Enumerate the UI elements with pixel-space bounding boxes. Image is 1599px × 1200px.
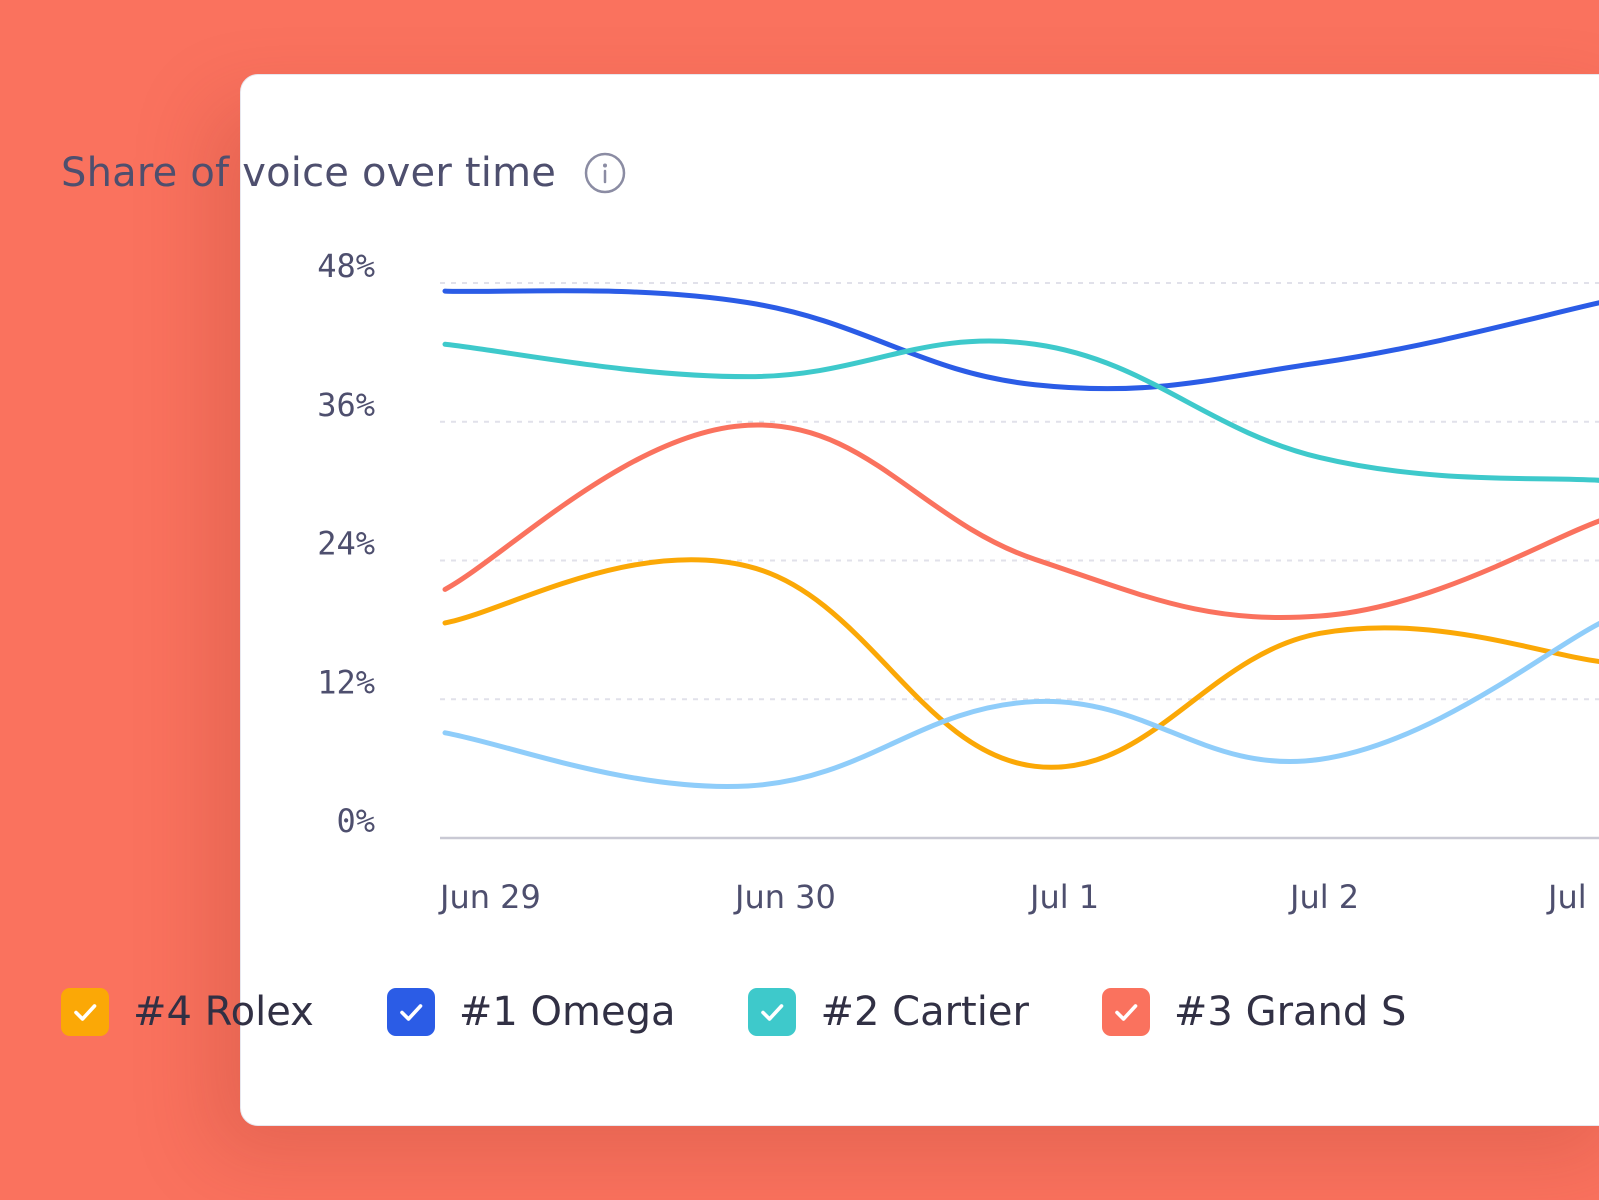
chart-title: Share of voice over time [61,150,557,196]
y-axis-ticks: 48% 36% 24% 12% 0% [317,247,375,840]
x-tick-label: Jul [1546,878,1587,916]
chart-header: Share of voice over time [61,150,626,196]
chart-card [240,74,1599,1126]
check-icon [761,1004,784,1021]
legend-label: #2 Cartier [820,989,1029,1035]
y-tick-label: 48% [317,247,375,285]
series-lines [442,288,1599,790]
series-line-1 [442,557,1599,770]
y-tick-label: 12% [317,663,375,701]
series-line-5 [442,620,1599,790]
series-line-4 [442,422,1599,620]
legend-label: #1 Omega [458,989,676,1035]
x-tick-label: Jul 1 [1028,878,1099,916]
legend-label: #3 Grand S [1173,989,1407,1035]
y-tick-label: 0% [336,802,375,840]
legend-checkbox[interactable] [61,988,109,1036]
x-tick-label: Jun 30 [733,878,836,916]
legend-item[interactable]: #3 Grand S [1101,988,1407,1036]
legend-checkbox[interactable] [386,988,435,1036]
y-tick-label: 36% [317,386,375,424]
legend: #4 Rolex #1 Omega #2 Cartier #3 Grand S [61,988,1479,1036]
legend-checkbox[interactable] [748,988,797,1036]
series-line-3 [442,338,1599,483]
check-icon [1115,1004,1138,1021]
info-icon[interactable] [584,152,626,194]
check-icon [400,1004,423,1021]
legend-item[interactable]: #4 Rolex [61,988,314,1036]
legend-label: #4 Rolex [133,989,314,1035]
legend-item[interactable]: #1 Omega [386,988,676,1036]
series-line-2 [442,288,1599,392]
x-axis-ticks: Jun 29 Jun 30 Jul 1 Jul 2 Jul [438,878,1587,916]
legend-item[interactable]: #2 Cartier [748,988,1029,1036]
y-tick-label: 24% [317,525,375,563]
legend-checkbox[interactable] [1101,988,1150,1036]
x-tick-label: Jul 2 [1288,878,1359,916]
x-tick-label: Jun 29 [438,878,541,916]
check-icon [74,1004,97,1021]
